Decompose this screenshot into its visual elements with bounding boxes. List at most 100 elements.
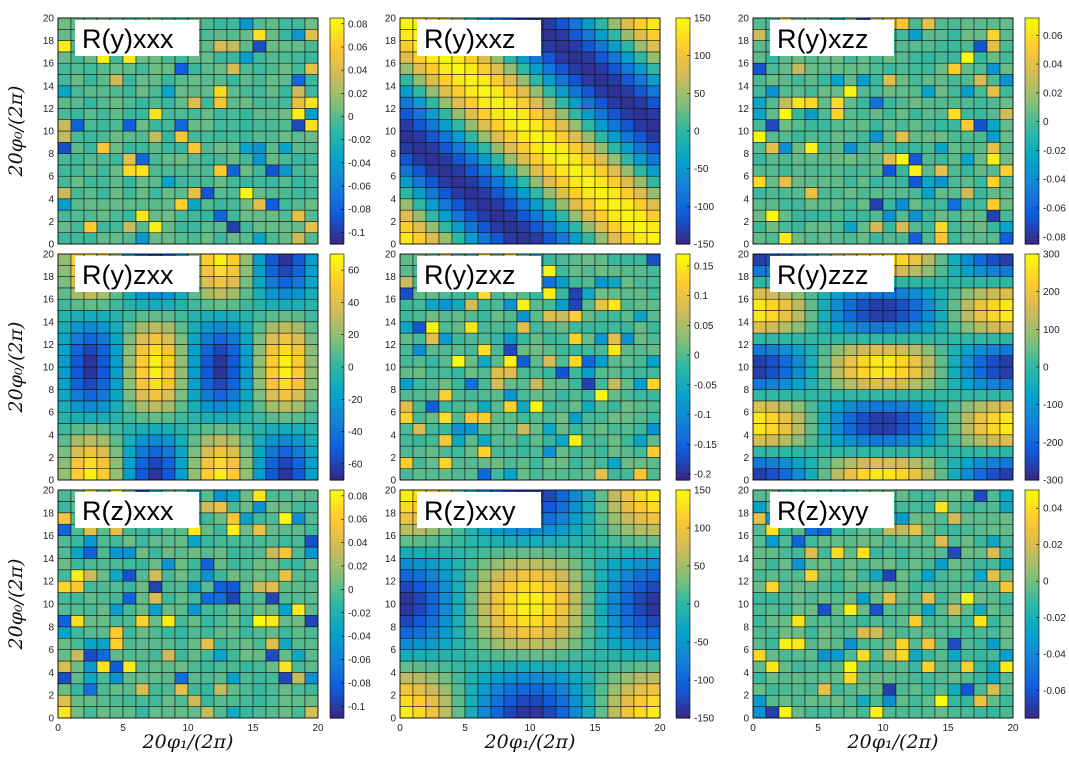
heatmap-cell bbox=[425, 198, 440, 211]
heatmap-cell bbox=[607, 457, 622, 469]
heatmap-cell bbox=[464, 108, 479, 120]
heatmap-cell bbox=[490, 96, 505, 109]
heatmap-cell bbox=[239, 51, 254, 64]
heatmap-cell bbox=[70, 96, 85, 109]
heatmap-cell bbox=[148, 423, 163, 436]
heatmap-cell bbox=[882, 164, 897, 177]
heatmap-cell bbox=[399, 683, 414, 696]
colorbar-segment bbox=[676, 520, 690, 525]
y-tick-label: 4 bbox=[390, 430, 396, 441]
heatmap-cell bbox=[503, 457, 518, 469]
heatmap-cell bbox=[869, 706, 884, 719]
colorbar-segment bbox=[676, 714, 690, 719]
heatmap-cell bbox=[542, 164, 557, 177]
heatmap-cell bbox=[752, 434, 767, 447]
heatmap-cell bbox=[516, 378, 531, 390]
heatmap-cell bbox=[607, 672, 622, 685]
heatmap-cell bbox=[503, 366, 518, 379]
heatmap-cell bbox=[490, 649, 505, 662]
colorbar-segment bbox=[330, 44, 344, 49]
heatmap-cell bbox=[503, 592, 518, 605]
heatmap-cell bbox=[477, 355, 492, 368]
heatmap-cell bbox=[174, 321, 189, 334]
heatmap-cell bbox=[947, 142, 962, 154]
y-tick-label: 20 bbox=[738, 14, 750, 25]
heatmap-cell bbox=[986, 411, 1001, 424]
heatmap-cell bbox=[425, 706, 440, 719]
heatmap-cell bbox=[895, 164, 910, 177]
heatmap-cell bbox=[908, 434, 923, 447]
heatmap-cell bbox=[239, 389, 254, 402]
heatmap-cell bbox=[895, 232, 910, 245]
heatmap-cell bbox=[542, 672, 557, 685]
heatmap-cell bbox=[464, 130, 479, 143]
heatmap-cell bbox=[490, 580, 505, 593]
heatmap-cell bbox=[239, 558, 254, 571]
heatmap-cell bbox=[239, 108, 254, 120]
heatmap-cell bbox=[291, 332, 306, 345]
heatmap-cell bbox=[109, 592, 124, 605]
heatmap-cell bbox=[830, 546, 845, 559]
heatmap-cell bbox=[161, 344, 176, 356]
heatmap-cell bbox=[791, 198, 806, 211]
heatmap-cell bbox=[752, 130, 767, 143]
heatmap-cell bbox=[122, 434, 137, 447]
heatmap-cell bbox=[752, 535, 767, 548]
heatmap-cell bbox=[109, 142, 124, 154]
heatmap-cell bbox=[503, 344, 518, 356]
colorbar-segment bbox=[676, 272, 690, 278]
heatmap-cell bbox=[213, 660, 228, 673]
colorbar-segment bbox=[676, 638, 690, 643]
heatmap-cell bbox=[973, 332, 988, 345]
heatmap-cell bbox=[555, 119, 570, 132]
heatmap-cell bbox=[778, 411, 793, 424]
heatmap-cell bbox=[607, 108, 622, 120]
heatmap-cell bbox=[765, 85, 780, 98]
heatmap-cell bbox=[57, 119, 72, 132]
heatmap-cell bbox=[947, 355, 962, 368]
heatmap-cell bbox=[817, 389, 832, 402]
heatmap-cell bbox=[568, 175, 583, 188]
heatmap-cell bbox=[752, 221, 767, 233]
heatmap-cell bbox=[490, 209, 505, 222]
heatmap-cell bbox=[477, 378, 492, 390]
heatmap-cell bbox=[490, 389, 505, 402]
heatmap-cell bbox=[882, 535, 897, 548]
heatmap-cell bbox=[568, 51, 583, 64]
heatmap-cell bbox=[174, 62, 189, 75]
heatmap-cell bbox=[752, 62, 767, 75]
colorbar-segment bbox=[676, 295, 690, 300]
heatmap-cell bbox=[542, 85, 557, 98]
heatmap-cell bbox=[291, 287, 306, 300]
heatmap-cell bbox=[568, 512, 583, 525]
colorbar-segment bbox=[676, 164, 690, 170]
heatmap-cell bbox=[529, 198, 544, 211]
heatmap-cell bbox=[291, 434, 306, 447]
heatmap-cell bbox=[412, 434, 427, 447]
heatmap-cell bbox=[304, 706, 319, 719]
heatmap-cell bbox=[70, 62, 85, 75]
colorbar-segment bbox=[676, 314, 690, 319]
colorbar-segment bbox=[330, 566, 344, 571]
heatmap-cell bbox=[594, 378, 609, 390]
heatmap-cell bbox=[135, 445, 150, 458]
heatmap-cell bbox=[555, 457, 570, 469]
colorbar-segment bbox=[330, 55, 344, 61]
heatmap-cell bbox=[451, 592, 466, 605]
heatmap-cell bbox=[999, 457, 1014, 469]
heatmap-cell bbox=[503, 683, 518, 696]
heatmap-cell bbox=[921, 96, 936, 109]
colorbar-segment bbox=[1025, 351, 1039, 357]
heatmap-cell bbox=[122, 683, 137, 696]
heatmap-cell bbox=[620, 96, 635, 109]
heatmap-cell bbox=[304, 649, 319, 662]
heatmap-cell bbox=[830, 164, 845, 177]
heatmap-cell bbox=[516, 569, 531, 582]
colorbar-segment bbox=[1025, 490, 1039, 495]
heatmap-cell bbox=[226, 62, 241, 75]
colorbar-segment bbox=[330, 370, 344, 376]
heatmap-cell bbox=[451, 411, 466, 424]
heatmap-cell bbox=[161, 62, 176, 75]
heatmap-cell bbox=[581, 512, 596, 525]
heatmap-cell bbox=[646, 321, 661, 334]
